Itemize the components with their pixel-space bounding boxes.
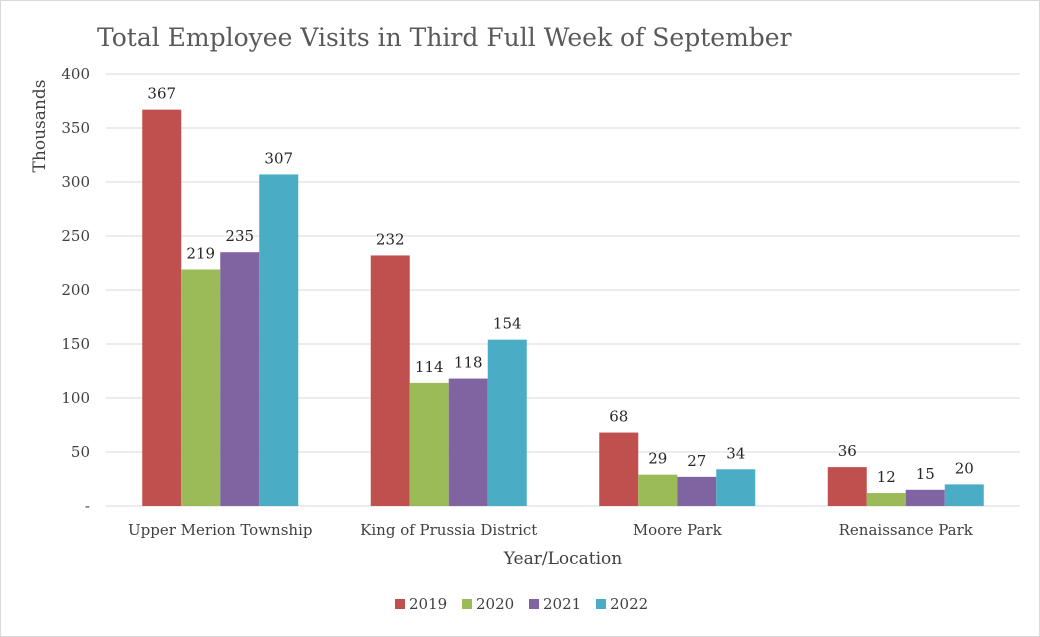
- y-tick-label: 400: [61, 65, 90, 83]
- y-tick-label: 250: [61, 227, 90, 245]
- y-axis-title: Thousands: [30, 80, 50, 173]
- x-tick-label: Moore Park: [633, 521, 723, 539]
- x-axis-ticks: Upper Merion Township King of Prussia Dis…: [128, 521, 974, 539]
- bar-2020: [866, 493, 906, 506]
- y-tick-label: 350: [61, 119, 90, 137]
- legend: 2019 2020 2021 2022: [395, 595, 648, 613]
- y-tick-label: 150: [61, 335, 90, 353]
- data-label: 114: [415, 358, 444, 376]
- bar-2019: [370, 255, 410, 506]
- data-label: 20: [955, 459, 974, 477]
- bar-2021: [220, 252, 260, 506]
- bar-2022: [487, 339, 527, 506]
- data-label: 154: [493, 315, 522, 333]
- bar-2019: [599, 432, 639, 506]
- data-label: 29: [648, 450, 667, 468]
- x-tick-label: Upper Merion Township: [128, 521, 312, 539]
- y-tick-label: 300: [61, 173, 90, 191]
- y-tick-label: 50: [71, 443, 90, 461]
- legend-swatch-2019: [395, 599, 405, 609]
- data-label: 219: [186, 244, 215, 262]
- data-labels: 367 219 235 307 232 114 118 154 68 29 27 34 36 12 15 20: [147, 85, 973, 486]
- bars: [142, 109, 984, 506]
- bar-2021: [448, 378, 488, 506]
- x-tick-label: Renaissance Park: [839, 521, 974, 539]
- bar-2020: [638, 474, 678, 506]
- data-label: 36: [838, 442, 857, 460]
- bar-2019: [142, 109, 182, 506]
- data-label: 68: [609, 408, 628, 426]
- data-label: 232: [376, 230, 405, 248]
- bar-2020: [409, 382, 449, 506]
- legend-label-2019: 2019: [409, 595, 447, 613]
- legend-swatch-2022: [596, 599, 606, 609]
- y-axis-ticks: - 50 100 150 200 250 300 350 400: [61, 65, 90, 515]
- data-label: 118: [454, 354, 483, 372]
- data-label: 27: [687, 452, 706, 470]
- bar-2022: [944, 484, 984, 506]
- data-label: 307: [264, 149, 293, 167]
- legend-swatch-2020: [462, 599, 472, 609]
- data-label: 34: [726, 444, 745, 462]
- legend-swatch-2021: [529, 599, 539, 609]
- data-label: 12: [877, 468, 896, 486]
- legend-label-2022: 2022: [610, 595, 648, 613]
- y-tick-label: 200: [61, 281, 90, 299]
- data-label: 15: [916, 465, 935, 483]
- bar-2021: [905, 489, 945, 506]
- x-axis-title: Year/Location: [503, 549, 622, 569]
- data-label: 235: [225, 227, 254, 245]
- bar-2019: [827, 467, 867, 506]
- bar-2022: [259, 174, 299, 506]
- y-tick-label: 100: [61, 389, 90, 407]
- y-tick-label: -: [85, 497, 90, 515]
- chart-title: Total Employee Visits in Third Full Week…: [97, 23, 792, 52]
- bar-2022: [716, 469, 756, 506]
- data-label: 367: [147, 85, 176, 103]
- bar-2021: [677, 476, 717, 506]
- legend-label-2020: 2020: [476, 595, 514, 613]
- x-tick-label: King of Prussia District: [360, 521, 537, 539]
- bar-2020: [181, 269, 221, 506]
- legend-label-2021: 2021: [543, 595, 581, 613]
